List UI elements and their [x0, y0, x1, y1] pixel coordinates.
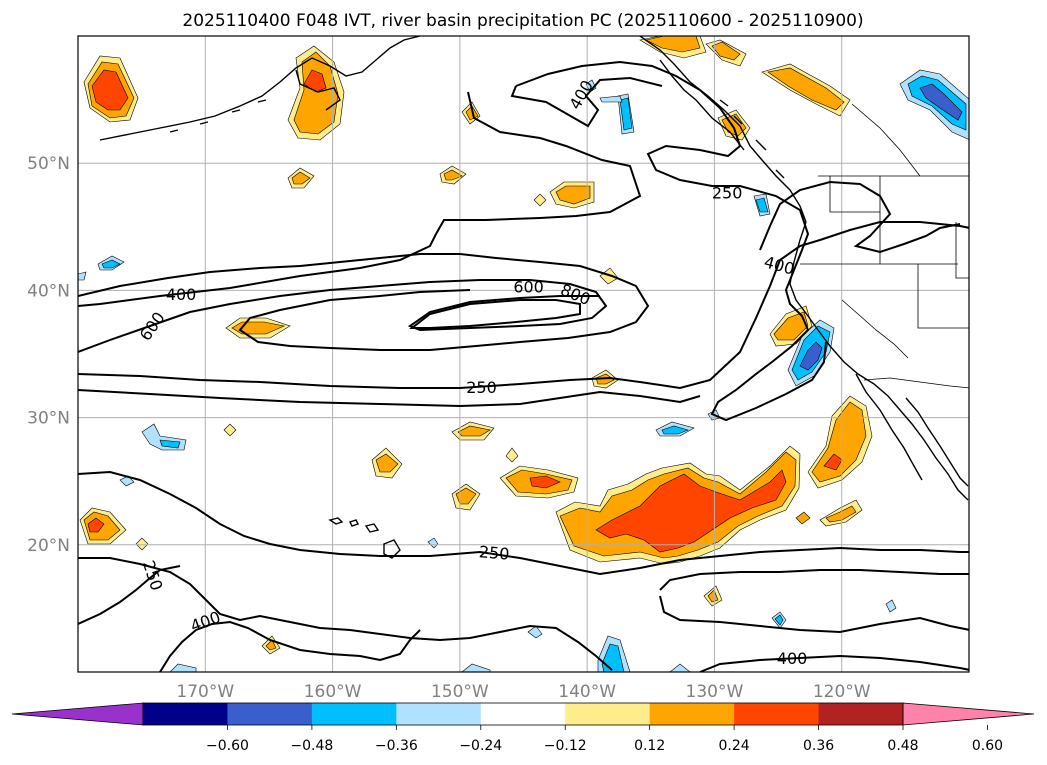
- colorbar-segment: [311, 703, 397, 725]
- map-frame: [77, 35, 970, 673]
- colorbar-tick-label: −0.60: [206, 738, 249, 754]
- contour-label: 600: [513, 278, 544, 297]
- bc-coast-detail: [659, 59, 745, 151]
- ivt-contour-250-north: [78, 91, 642, 307]
- lat-tick-label: 20°N: [27, 536, 70, 556]
- us-state-borders: [800, 176, 969, 359]
- ivt-contours: [78, 60, 969, 672]
- alaska-peninsula-coast: [295, 69, 341, 111]
- colorbar-segment: [734, 703, 819, 725]
- ivt-contour-400-bottom: [699, 654, 969, 672]
- contour-label: 250: [478, 542, 510, 564]
- coastlines: [99, 36, 969, 559]
- lon-tick-label: 150°W: [431, 682, 489, 702]
- ivt-contour-250-loop: [515, 60, 827, 422]
- lat-tick-label: 50°N: [27, 154, 70, 174]
- hawaii-islands: [328, 517, 401, 559]
- colorbar-tick-label: 0.36: [803, 738, 834, 754]
- us-mexico-border: [863, 377, 969, 389]
- ivt-contour-250-west: [78, 565, 181, 625]
- colorbar-segment: [396, 703, 482, 725]
- colorbar-segment: [143, 703, 228, 725]
- longitude-tick-labels: 170°W 160°W 150°W 140°W 130°W 120°W: [176, 682, 870, 702]
- lat-tick-label: 40°N: [27, 281, 70, 301]
- us-west-coast: [789, 221, 969, 501]
- ivt-contour-250-tail: [510, 76, 663, 128]
- gulf-of-california-coast: [905, 397, 969, 487]
- positive-patch-central-core: [595, 469, 787, 553]
- colorbar-tick-label: 0.48: [887, 738, 918, 754]
- colorbar-extend-min: [11, 702, 144, 726]
- ivt-contour-250-central: [78, 221, 969, 390]
- canada-province-border: [851, 103, 921, 177]
- lon-tick-label: 130°W: [686, 682, 744, 702]
- contour-label: 250: [466, 378, 497, 397]
- graticule: [78, 36, 969, 672]
- contour-label: 400: [166, 285, 197, 304]
- colorbar-segment: [649, 703, 735, 725]
- colorbar-segment: [565, 703, 651, 725]
- colorbar-tick-label: −0.24: [459, 738, 502, 754]
- colorbar-segment: [818, 703, 904, 725]
- lon-tick-label: 160°W: [304, 682, 362, 702]
- lon-tick-label: 120°W: [813, 682, 871, 702]
- lon-tick-label: 170°W: [176, 682, 234, 702]
- ivt-contour-250-south: [78, 470, 969, 576]
- ivt-contour-400-south: [78, 557, 613, 671]
- colorbar-tick-label: −0.48: [290, 738, 333, 754]
- political-borders: [800, 103, 969, 389]
- contour-label: 250: [712, 183, 743, 202]
- colorbar-segment: [227, 703, 313, 725]
- colorbar-tick-label: −0.36: [375, 738, 418, 754]
- alaska-coast: [99, 36, 421, 141]
- gulf-of-alaska-coast: [639, 36, 807, 223]
- lon-tick-label: 140°W: [558, 682, 616, 702]
- ivt-contour-400-central: [78, 389, 701, 408]
- colorbar-tick-label: 0.60: [972, 738, 1003, 754]
- map-title: 2025110400 F048 IVT, river basin precipi…: [182, 11, 863, 31]
- ivt-contour-400-northeast: [759, 180, 961, 254]
- ivt-contour-400-north: [78, 253, 650, 351]
- colorbar-segment: [480, 703, 566, 725]
- ivt-contour-600: [78, 279, 608, 353]
- colorbar-tick-label: 0.12: [634, 738, 665, 754]
- map-panel: [78, 36, 969, 672]
- latitude-tick-labels: 50°N 40°N 30°N 20°N: [27, 154, 70, 556]
- colorbar-tick-label: 0.24: [719, 738, 750, 754]
- lat-tick-label: 30°N: [27, 409, 70, 429]
- ivt-contour-400-southeast: [659, 595, 969, 634]
- colorbar-tick-label: −0.12: [544, 738, 587, 754]
- colorbar: −0.60 −0.48 −0.36 −0.24 −0.12 0.12 0.24 0.36 0.4…: [11, 702, 1035, 754]
- colorbar-frame: [142, 702, 904, 726]
- contour-label: 400: [777, 649, 808, 668]
- colorbar-extend-max: [902, 702, 1035, 726]
- ivt-contour-800: [409, 299, 581, 329]
- baja-california-coast: [855, 373, 923, 481]
- aleutian-islands: [169, 99, 267, 133]
- pacific-nw-islands: [719, 99, 785, 179]
- ivt-contour-400-southwest: [159, 620, 421, 672]
- ivt-contour-250-southeast: [659, 569, 969, 591]
